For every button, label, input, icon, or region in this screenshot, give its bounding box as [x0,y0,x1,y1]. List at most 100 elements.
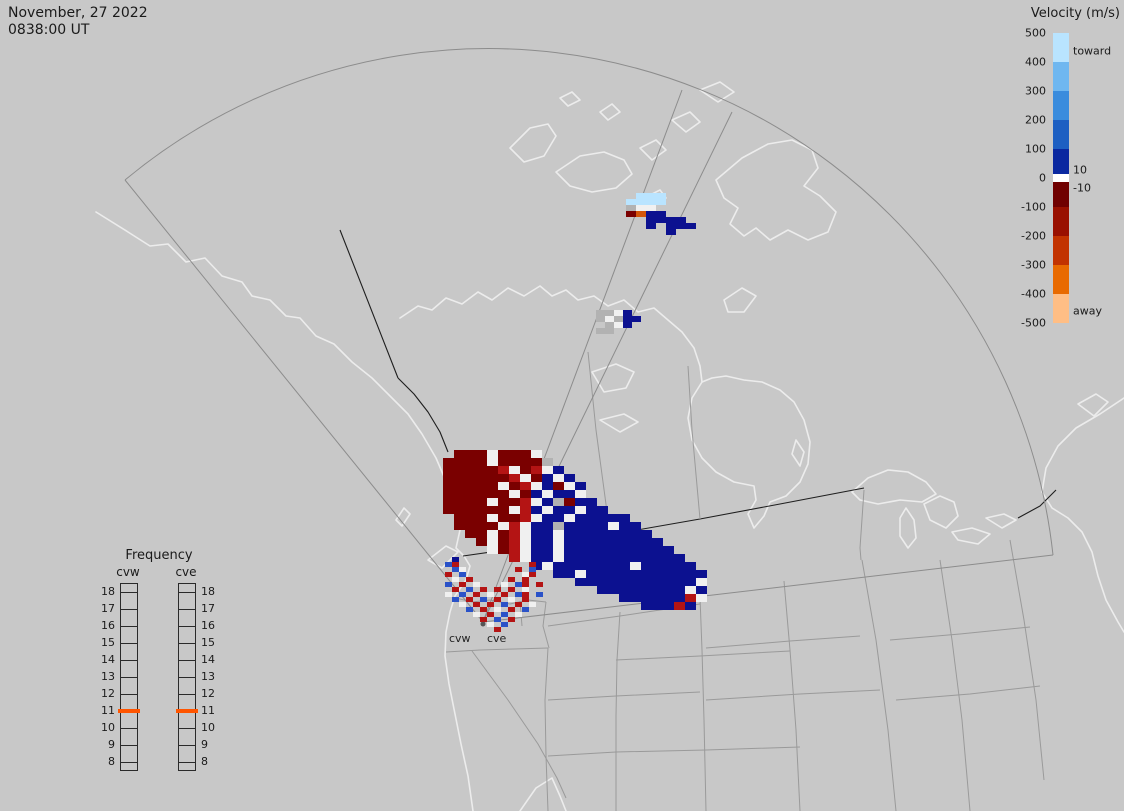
frequency-tick-label: 8 [108,754,115,768]
velocity-cell [614,316,623,322]
velocity-cell [529,572,536,577]
velocity-cell [476,458,487,466]
velocity-cell [564,538,575,546]
frequency-tick-line [179,694,195,695]
velocity-cell [487,474,498,482]
velocity-cell [476,482,487,490]
velocity-cell [445,562,452,567]
velocity-cell [509,474,520,482]
state-border [895,685,1041,701]
velocity-cell [564,490,575,498]
velocity-cell [542,458,553,466]
velocity-cell [487,506,498,514]
velocity-cell [520,498,531,506]
velocity-cell [608,522,619,530]
velocity-cell [454,458,465,466]
velocity-cell [553,570,564,578]
velocity-tick-label: -500 [1021,316,1046,330]
velocity-cell [663,546,674,554]
velocity-cell [509,514,520,522]
toward-label: toward [1073,44,1112,58]
velocity-cell [608,570,619,578]
velocity-cell [564,514,575,522]
velocity-colorbar [1053,33,1069,323]
frequency-tick-line [121,728,137,729]
velocity-cell [452,587,459,592]
velocity-color-segment [1053,182,1069,207]
velocity-cell [586,506,597,514]
velocity-cell [531,546,542,554]
velocity-cell [466,597,473,602]
velocity-cell [663,594,674,602]
velocity-color-segment [1053,149,1069,174]
velocity-cell [646,223,656,229]
velocity-cell [501,602,508,607]
velocity-cell [487,538,498,546]
velocity-cell [476,530,487,538]
velocity-cell [508,617,515,622]
velocity-cell [487,546,498,554]
velocity-cell [445,592,452,597]
velocity-cell [498,474,509,482]
velocity-cell [605,316,614,322]
velocity-cell [553,562,564,570]
velocity-cell [674,562,685,570]
velocity-cell [641,602,652,610]
velocity-tick-label: -300 [1021,258,1046,272]
baffin-island [715,139,837,241]
velocity-cell [473,592,480,597]
velocity-cell [476,450,487,458]
velocity-cell [465,514,476,522]
velocity-cell [542,554,553,562]
velocity-cell [685,602,696,610]
velocity-cell [465,450,476,458]
radar-site-label-cve: cve [487,632,507,645]
newfoundland-island [1077,393,1109,417]
velocity-cell [586,522,597,530]
velocity-cell [476,474,487,482]
velocity-color-segment [1053,62,1069,91]
velocity-cell [542,522,553,530]
velocity-color-segment [1053,120,1069,149]
velocity-cell [553,482,564,490]
frequency-tick-line [179,626,195,627]
state-border [547,691,701,701]
velocity-cell [542,482,553,490]
velocity-cell [494,607,501,612]
frequency-tick-label: 8 [201,754,208,768]
velocity-cell [685,570,696,578]
southampton-island [723,287,757,313]
velocity-cell [465,482,476,490]
velocity-cell [522,592,529,597]
frequency-tick-line [121,745,137,746]
velocity-cell [575,498,586,506]
velocity-cell [465,466,476,474]
velocity-cell [564,530,575,538]
velocity-cell [630,570,641,578]
velocity-tick-labels: 500 400 300 200 100 0 -100 -200 -300 -400 -500 [1002,27,1048,330]
velocity-cell [608,586,619,594]
lower-zero-label: -10 [1073,181,1091,195]
velocity-cell [663,586,674,594]
away-label: away [1073,304,1102,318]
velocity-cell [509,546,520,554]
frequency-tick-line [179,728,195,729]
velocity-cell [575,506,586,514]
velocity-cell [452,557,459,562]
velocity-cell [443,506,454,514]
velocity-cell [619,578,630,586]
frequency-tick-label: 16 [201,618,215,632]
state-border [699,596,707,811]
velocity-cell [542,466,553,474]
velocity-cell [498,506,509,514]
frequency-tick-line [179,609,195,610]
velocity-cell [626,205,636,211]
state-border [861,559,897,811]
velocity-cell [597,522,608,530]
velocity-cell [663,578,674,586]
velocity-cell [452,577,459,582]
frequency-tick-label: 17 [201,601,215,615]
velocity-cell [466,607,473,612]
velocity-cell [542,530,553,538]
velocity-cell [553,546,564,554]
